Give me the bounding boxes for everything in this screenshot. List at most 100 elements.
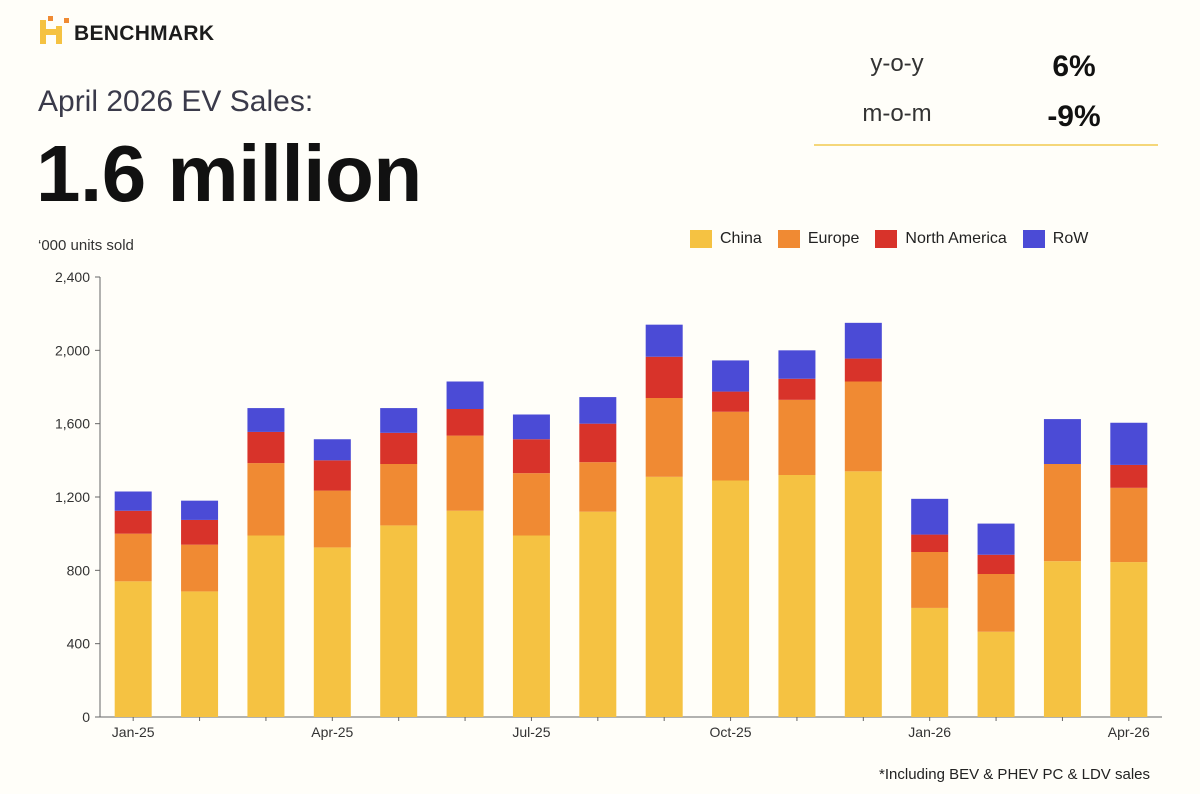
bar-segment-north-america [446, 409, 484, 436]
legend-label: RoW [1052, 230, 1089, 247]
bar-segment-north-america [313, 460, 351, 491]
bar-segment-europe [778, 399, 816, 475]
bar-segment-china [977, 631, 1015, 717]
bar-segment-north-america [114, 510, 152, 534]
bar-segment-europe [844, 381, 882, 472]
legend-item-china: China [690, 230, 762, 248]
bar-segment-north-america [844, 358, 882, 382]
big-number: 1.6 million [36, 129, 422, 218]
x-tick-label: Apr-25 [311, 724, 353, 740]
bar-segment-north-america [579, 423, 617, 463]
footnote: *Including BEV & PHEV PC & LDV sales [879, 766, 1150, 783]
bar-segment-north-america [512, 439, 550, 474]
bar-segment-north-america [778, 378, 816, 400]
brand-name: BENCHMARK [74, 22, 215, 45]
benchmark-logo-icon [40, 16, 69, 44]
y-tick-label: 400 [67, 636, 91, 652]
legend-label: North America [905, 230, 1007, 247]
stats-panel: y-o-y 6% m-o-m -9% [814, 46, 1158, 146]
bar-segment-china [844, 471, 882, 717]
legend-item-north-america: North America [875, 230, 1007, 248]
bar-segment-row [446, 381, 484, 409]
stat-value: 6% [1052, 50, 1096, 83]
legend-item-europe: Europe [777, 230, 860, 248]
bar-segment-china [778, 475, 816, 717]
bar-segment-china [247, 535, 285, 717]
bar-segment-europe [181, 544, 219, 592]
x-tick-label: Jan-26 [908, 724, 951, 740]
y-tick-label: 800 [67, 562, 91, 578]
x-tick-label: Jan-25 [112, 724, 155, 740]
bar-segment-north-america [712, 391, 750, 412]
bar-segment-row [114, 491, 152, 511]
bar-segment-europe [380, 464, 418, 526]
legend-item-row: RoW [1022, 230, 1089, 248]
bar-segment-row [579, 397, 617, 424]
bar-segment-europe [712, 411, 750, 481]
bar-segment-row [181, 500, 219, 520]
bar-segment-europe [977, 574, 1015, 632]
bar-segment-north-america [977, 554, 1015, 574]
y-tick-label: 2,400 [55, 269, 90, 285]
bar-segment-europe [1043, 464, 1081, 562]
bar-segment-china [181, 591, 219, 717]
bar-segment-china [712, 480, 750, 717]
bar-segment-row [778, 350, 816, 379]
bar-segment-row [247, 408, 285, 432]
bar-segment-china [645, 476, 683, 717]
bar-segment-china [911, 607, 949, 717]
bar-segment-row [844, 322, 882, 359]
units-label: ‘000 units sold [38, 237, 134, 254]
bar-segment-north-america [645, 356, 683, 398]
bar-segment-europe [313, 490, 351, 548]
stat-label: y-o-y [870, 50, 924, 77]
stat-label: m-o-m [862, 100, 932, 127]
y-tick-label: 2,000 [55, 342, 90, 358]
brand-logo: BENCHMARK [38, 14, 214, 48]
bar-segment-europe [114, 533, 152, 582]
bar-segment-europe [512, 473, 550, 536]
stat-value: -9% [1047, 100, 1101, 133]
stat-mom: m-o-m -9% [814, 100, 1158, 140]
x-tick-label: Apr-26 [1108, 724, 1150, 740]
bar-segment-china [313, 547, 351, 717]
bar-segment-europe [446, 435, 484, 511]
bar-segment-row [512, 414, 550, 440]
y-tick-label: 1,600 [55, 416, 90, 432]
bar-segment-china [380, 525, 418, 717]
bar-segment-row [645, 324, 683, 357]
bar-segment-china [446, 510, 484, 717]
bar-segment-row [313, 439, 351, 461]
bar-segment-row [1043, 419, 1081, 464]
bar-segment-china [579, 511, 617, 717]
bar-segment-row [977, 523, 1015, 555]
x-tick-label: Oct-25 [710, 724, 752, 740]
bar-segment-north-america [380, 432, 418, 464]
legend-swatch [777, 230, 800, 248]
bar-segment-row [1110, 422, 1148, 465]
legend-swatch [690, 230, 712, 248]
bar-segment-europe [579, 462, 617, 512]
bar-segment-china [114, 581, 152, 717]
bar-segment-china [1043, 561, 1081, 717]
bar-segment-row [380, 408, 418, 433]
legend-label: Europe [807, 230, 860, 247]
bar-segment-north-america [1110, 464, 1148, 488]
bar-segment-europe [247, 463, 285, 536]
x-tick-label: Jul-25 [512, 724, 550, 740]
bar-segment-north-america [247, 431, 285, 464]
legend-swatch [875, 230, 898, 248]
bar-segment-north-america [181, 519, 219, 545]
headline: April 2026 EV Sales: [38, 85, 314, 118]
bar-segment-row [911, 498, 949, 535]
bar-segment-row [712, 360, 750, 392]
legend-swatch [1022, 230, 1045, 248]
bar-segment-europe [1110, 487, 1148, 563]
y-tick-label: 1,200 [55, 489, 90, 505]
bar-segment-china [1110, 562, 1148, 717]
bar-segment-china [512, 535, 550, 717]
y-tick-label: 0 [82, 709, 90, 725]
bar-segment-europe [645, 398, 683, 477]
stat-yoy: y-o-y 6% [814, 50, 1158, 90]
